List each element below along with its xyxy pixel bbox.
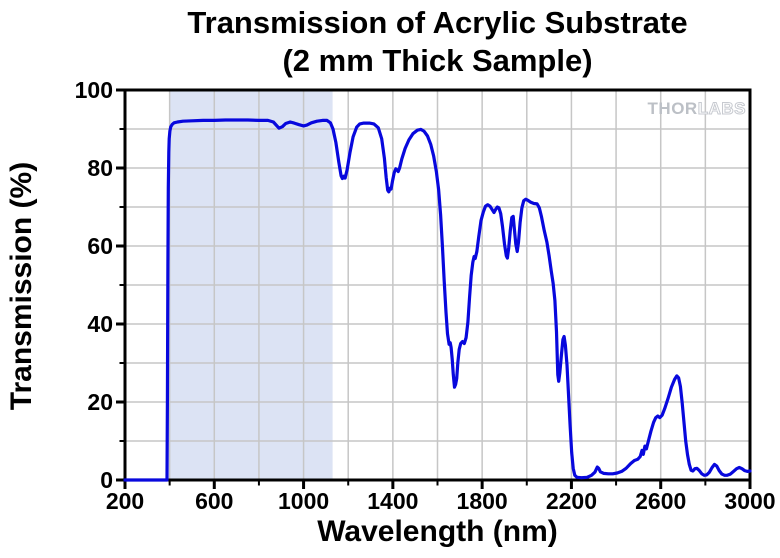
x-tick-label: 3000	[724, 488, 775, 514]
y-tick-label: 80	[87, 155, 113, 181]
y-tick-label: 60	[87, 233, 113, 259]
transmission-curve	[123, 118, 752, 482]
y-tick-label: 100	[75, 77, 113, 103]
thorlabs-logo-labs: LABS	[697, 99, 746, 119]
y-tick-label: 0	[100, 467, 113, 493]
x-tick-label: 1400	[367, 488, 418, 514]
chart-title-line1: Transmission of Acrylic Substrate	[187, 5, 688, 40]
x-tick-label: 2200	[546, 488, 597, 514]
y-axis-title: Transmission (%)	[5, 161, 38, 411]
x-tick-label: 2600	[635, 488, 686, 514]
y-tick-label: 40	[87, 311, 113, 337]
y-tick-label: 20	[87, 389, 113, 415]
x-tick-label: 200	[106, 488, 144, 514]
x-tick-label: 600	[195, 488, 233, 514]
x-tick-label: 1800	[457, 488, 508, 514]
chart-title: Transmission of Acrylic Substrate (2 mm …	[125, 4, 750, 80]
chart-title-line2: (2 mm Thick Sample)	[282, 43, 593, 78]
x-axis-title: Wavelength (nm)	[317, 515, 558, 548]
x-tick-label: 1000	[278, 488, 329, 514]
thorlabs-logo: THORLABS	[620, 99, 746, 119]
thorlabs-logo-thor: THOR	[647, 99, 698, 118]
